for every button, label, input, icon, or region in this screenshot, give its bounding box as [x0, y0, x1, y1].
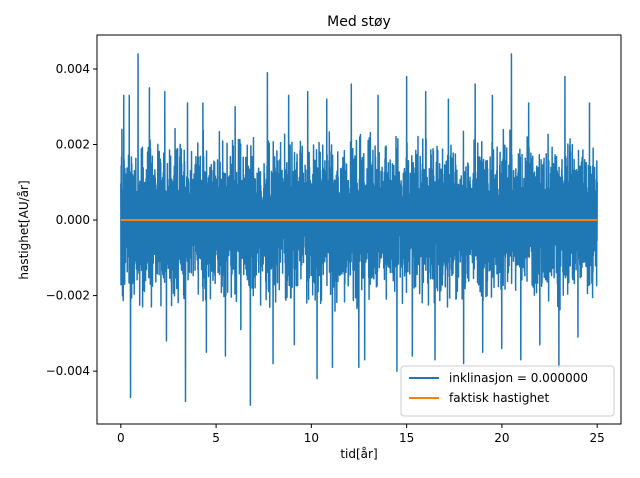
x-tick-label: 10 — [304, 431, 319, 445]
y-tick-label: −0.004 — [46, 364, 90, 378]
y-tick-label: 0.000 — [56, 213, 90, 227]
x-tick-label: 15 — [399, 431, 414, 445]
y-tick-label: 0.004 — [56, 62, 90, 76]
legend-label-faktisk: faktisk hastighet — [449, 391, 549, 405]
x-tick-label: 5 — [212, 431, 220, 445]
x-axis-ticks: 0 5 10 15 20 25 — [117, 424, 605, 445]
legend-label-noise: inklinasjon = 0.000000 — [449, 371, 588, 385]
chart-title: Med støy — [327, 14, 391, 30]
x-tick-label: 0 — [117, 431, 125, 445]
x-axis-label: tid[år] — [340, 447, 377, 461]
y-axis-ticks: −0.004 −0.002 0.000 0.002 0.004 — [46, 62, 97, 378]
legend-box — [400, 365, 615, 417]
plot-area — [120, 53, 598, 406]
legend: inklinasjon = 0.000000 faktisk hastighet — [400, 365, 615, 417]
noise-series — [120, 53, 598, 406]
axes-frame — [96, 34, 622, 425]
y-tick-label: 0.002 — [56, 138, 90, 152]
y-axis-label: hastighet[AU/år] — [17, 180, 31, 279]
x-tick-label: 25 — [590, 431, 605, 445]
series-line-noise — [120, 53, 598, 406]
y-tick-label: −0.002 — [46, 289, 90, 303]
x-tick-label: 20 — [494, 431, 509, 445]
